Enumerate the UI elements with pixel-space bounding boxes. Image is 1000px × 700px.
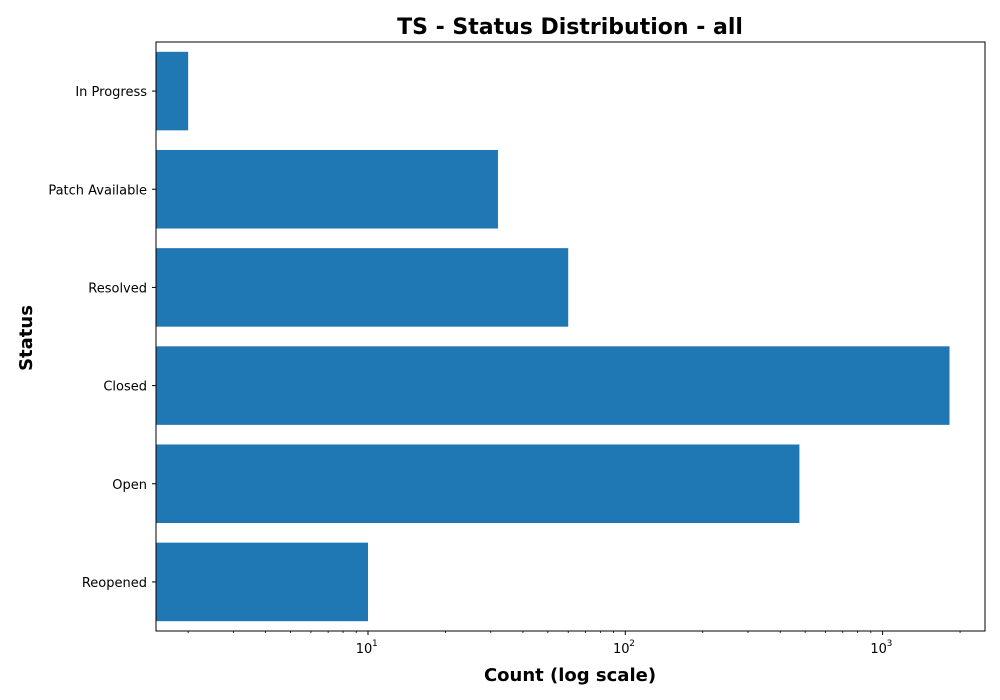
- bars-group: [156, 51, 950, 622]
- bar-reopened: [156, 542, 368, 622]
- y-tick-label-closed: Closed: [103, 380, 147, 395]
- bar-in-progress: [156, 51, 189, 131]
- x-tick-label: 10: [613, 642, 630, 657]
- bar-resolved: [156, 248, 569, 327]
- bar-open: [156, 444, 800, 524]
- plot-frame: [155, 41, 986, 632]
- x-ticks: 10 1 10 2 10 3: [187, 631, 961, 657]
- chart-title: TS - Status Distribution - all: [397, 15, 743, 40]
- y-tick-label-in-progress: In Progress: [75, 85, 147, 100]
- x-axis-label: Count (log scale): [484, 665, 656, 686]
- x-tick-exponent: 2: [629, 639, 635, 649]
- y-tick-label-reopened: Reopened: [82, 576, 147, 591]
- y-tick-label-open: Open: [112, 478, 147, 493]
- y-tick-label-resolved: Resolved: [88, 281, 147, 296]
- category-labels: In Progress Patch Available Resolved Closed…: [48, 85, 156, 591]
- bar-closed: [156, 346, 950, 425]
- x-tick-exponent: 1: [372, 639, 378, 649]
- bar-patch-available: [156, 149, 498, 229]
- y-axis-label: Status: [16, 305, 37, 371]
- x-tick-label: 10: [356, 642, 373, 657]
- x-tick-label: 10: [870, 642, 887, 657]
- x-tick-exponent: 3: [887, 639, 893, 649]
- y-tick-label-patch-available: Patch Available: [48, 183, 147, 198]
